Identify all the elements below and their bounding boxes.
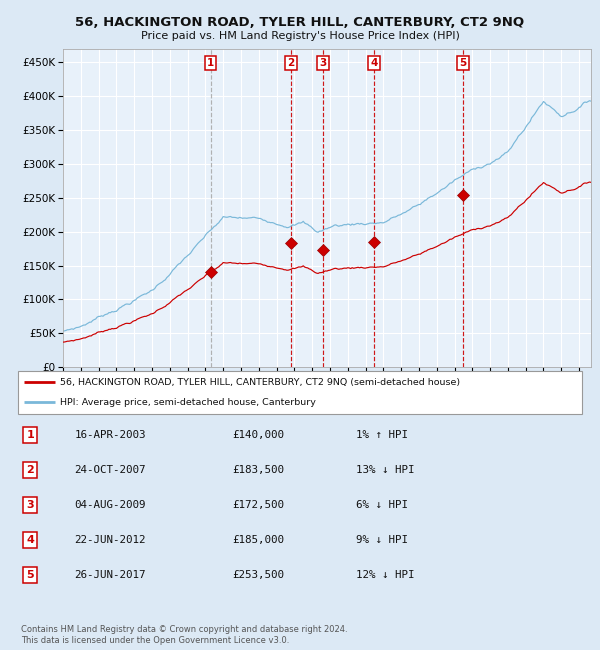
Text: 24-OCT-2007: 24-OCT-2007 <box>74 465 146 475</box>
Text: 12% ↓ HPI: 12% ↓ HPI <box>356 570 415 580</box>
Text: 22-JUN-2012: 22-JUN-2012 <box>74 535 146 545</box>
Text: 2: 2 <box>287 58 295 68</box>
Text: 4: 4 <box>370 58 377 68</box>
FancyBboxPatch shape <box>18 370 582 414</box>
Text: 56, HACKINGTON ROAD, TYLER HILL, CANTERBURY, CT2 9NQ (semi-detached house): 56, HACKINGTON ROAD, TYLER HILL, CANTERB… <box>60 378 460 387</box>
Text: 16-APR-2003: 16-APR-2003 <box>74 430 146 440</box>
Text: £140,000: £140,000 <box>232 430 284 440</box>
Text: 13% ↓ HPI: 13% ↓ HPI <box>356 465 415 475</box>
Text: 1: 1 <box>207 58 214 68</box>
Text: 4: 4 <box>26 535 34 545</box>
Text: 5: 5 <box>26 570 34 580</box>
Text: 04-AUG-2009: 04-AUG-2009 <box>74 500 146 510</box>
Text: £183,500: £183,500 <box>232 465 284 475</box>
Text: 56, HACKINGTON ROAD, TYLER HILL, CANTERBURY, CT2 9NQ: 56, HACKINGTON ROAD, TYLER HILL, CANTERB… <box>76 16 524 29</box>
Text: 26-JUN-2017: 26-JUN-2017 <box>74 570 146 580</box>
Text: 3: 3 <box>319 58 326 68</box>
Text: £185,000: £185,000 <box>232 535 284 545</box>
Text: £253,500: £253,500 <box>232 570 284 580</box>
Text: 2: 2 <box>26 465 34 475</box>
Text: 9% ↓ HPI: 9% ↓ HPI <box>356 535 409 545</box>
Text: HPI: Average price, semi-detached house, Canterbury: HPI: Average price, semi-detached house,… <box>60 398 316 407</box>
Text: Price paid vs. HM Land Registry's House Price Index (HPI): Price paid vs. HM Land Registry's House … <box>140 31 460 41</box>
Text: 5: 5 <box>460 58 467 68</box>
Text: 1% ↑ HPI: 1% ↑ HPI <box>356 430 409 440</box>
Text: £172,500: £172,500 <box>232 500 284 510</box>
Text: 3: 3 <box>26 500 34 510</box>
Text: 6% ↓ HPI: 6% ↓ HPI <box>356 500 409 510</box>
Text: 1: 1 <box>26 430 34 440</box>
Text: Contains HM Land Registry data © Crown copyright and database right 2024.
This d: Contains HM Land Registry data © Crown c… <box>21 625 347 645</box>
